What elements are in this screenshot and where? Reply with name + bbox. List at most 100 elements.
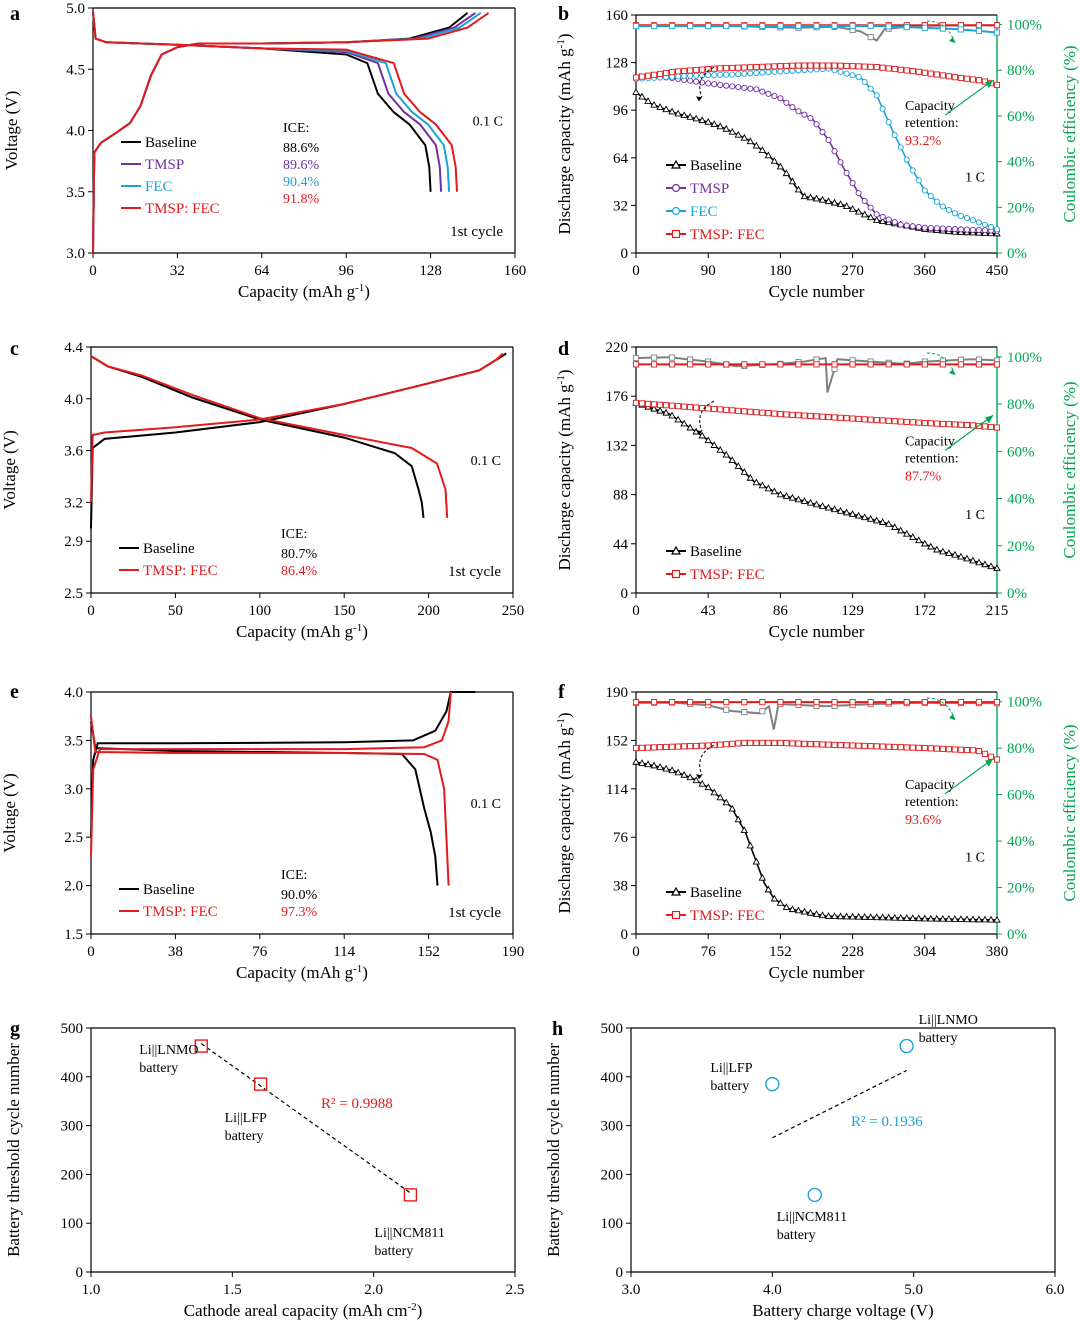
data-point: [632, 361, 640, 368]
data-point: [818, 195, 827, 203]
data-point: [945, 549, 953, 556]
data-point: [669, 23, 676, 30]
data-point: [782, 169, 791, 177]
data-point: [801, 62, 808, 69]
x-tick-label: 304: [914, 944, 937, 960]
y-tick-label: 400: [601, 1070, 624, 1086]
x-tick-label: 180: [769, 263, 792, 279]
retention-line1: Capacity: [905, 434, 955, 449]
data-point: [788, 905, 797, 913]
point-label-sub: battery: [919, 1031, 958, 1046]
data-point: [885, 699, 892, 706]
data-point: [987, 223, 995, 231]
data-point: [632, 744, 640, 752]
retention-arrow: [944, 79, 994, 116]
data-point: [915, 68, 922, 75]
data-point: [662, 105, 670, 113]
data-point: [783, 411, 790, 418]
data-point: [651, 23, 658, 30]
x-tick-label: 43: [701, 603, 716, 619]
data-point: [747, 739, 754, 746]
data-point: [705, 699, 712, 706]
y-tick-label: 100: [61, 1216, 84, 1232]
data-point: [927, 420, 934, 427]
data-point: [872, 516, 881, 524]
data-point: [945, 746, 952, 753]
data-point: [969, 217, 976, 224]
data-point: [879, 417, 886, 424]
data-point: [632, 23, 640, 30]
data-point: [927, 914, 935, 922]
data-point: [770, 157, 779, 164]
legend-label: Baseline: [143, 541, 195, 557]
x-tick-label: 6.0: [1046, 1282, 1065, 1298]
data-point: [753, 64, 760, 71]
data-point: [777, 361, 784, 368]
data-point: [253, 1077, 268, 1091]
y2-tick-label: 20%: [1007, 881, 1035, 897]
data-point: [987, 753, 995, 760]
data-point: [194, 1039, 208, 1053]
data-point: [657, 70, 664, 77]
x-tick-label: 172: [914, 603, 937, 619]
legend-marker: [670, 886, 682, 896]
data-point: [939, 420, 946, 427]
data-point: [861, 416, 868, 423]
data-point: [884, 913, 893, 921]
data-point: [747, 70, 754, 77]
data-point: [687, 743, 694, 750]
data-point: [723, 706, 730, 713]
y-tick-label: 176: [606, 389, 629, 405]
data-point: [993, 424, 1001, 431]
legend-label: TMSP: FEC: [690, 227, 765, 243]
data-point: [644, 760, 652, 768]
y-tick-label: 0: [621, 927, 629, 943]
data-point: [777, 22, 784, 30]
data-point: [722, 798, 731, 806]
data-point: [729, 407, 736, 414]
x-tick-label: 270: [841, 263, 864, 279]
data-point: [915, 419, 922, 426]
data-point: [759, 708, 766, 715]
data-point: [969, 915, 977, 923]
data-point: [632, 354, 640, 362]
y-axis-title: Battery threshold cycle number: [544, 1043, 563, 1257]
y-tick-label: 128: [606, 56, 629, 72]
charge-curve: [90, 352, 504, 503]
data-point: [675, 68, 682, 75]
data-point: [909, 68, 916, 75]
data-point: [716, 445, 724, 453]
x-axis-title: Cathode areal capacity (mAh cm-2): [184, 1301, 423, 1320]
discharge-curve: [90, 716, 450, 886]
data-point: [759, 22, 766, 30]
x-tick-label: 2.5: [506, 1282, 525, 1298]
data-point: [717, 71, 724, 78]
data-point: [723, 82, 730, 89]
data-point: [843, 70, 850, 77]
data-point: [783, 740, 790, 747]
data-point: [927, 70, 934, 77]
data-point: [776, 162, 785, 170]
data-point: [753, 739, 760, 746]
y-tick-label: 4.0: [64, 685, 83, 701]
data-point: [795, 62, 802, 69]
retention-line2: retention:: [905, 451, 959, 466]
y-tick-label: 3.5: [66, 185, 85, 201]
data-point: [782, 492, 791, 499]
data-point: [891, 132, 898, 139]
ice-value: 80.7%: [281, 547, 318, 562]
data-point: [849, 742, 856, 749]
data-point: [867, 204, 874, 211]
data-point: [710, 788, 718, 796]
data-point: [915, 223, 922, 231]
data-point: [813, 121, 820, 128]
data-point: [951, 74, 958, 81]
x-tick-label: 380: [986, 944, 1009, 960]
data-point: [669, 361, 676, 368]
data-point: [987, 915, 995, 923]
data-point: [728, 804, 737, 812]
panel-c: 0 50 100 150 200 250 2.5 2.9 3.2 3.6 4.0 4.4 Capacit…: [0, 338, 524, 641]
panel-b: 0 90 180 270 360 450 0 32 64 96 128 160 Cycle number…: [555, 3, 1079, 301]
data-point: [770, 894, 779, 902]
